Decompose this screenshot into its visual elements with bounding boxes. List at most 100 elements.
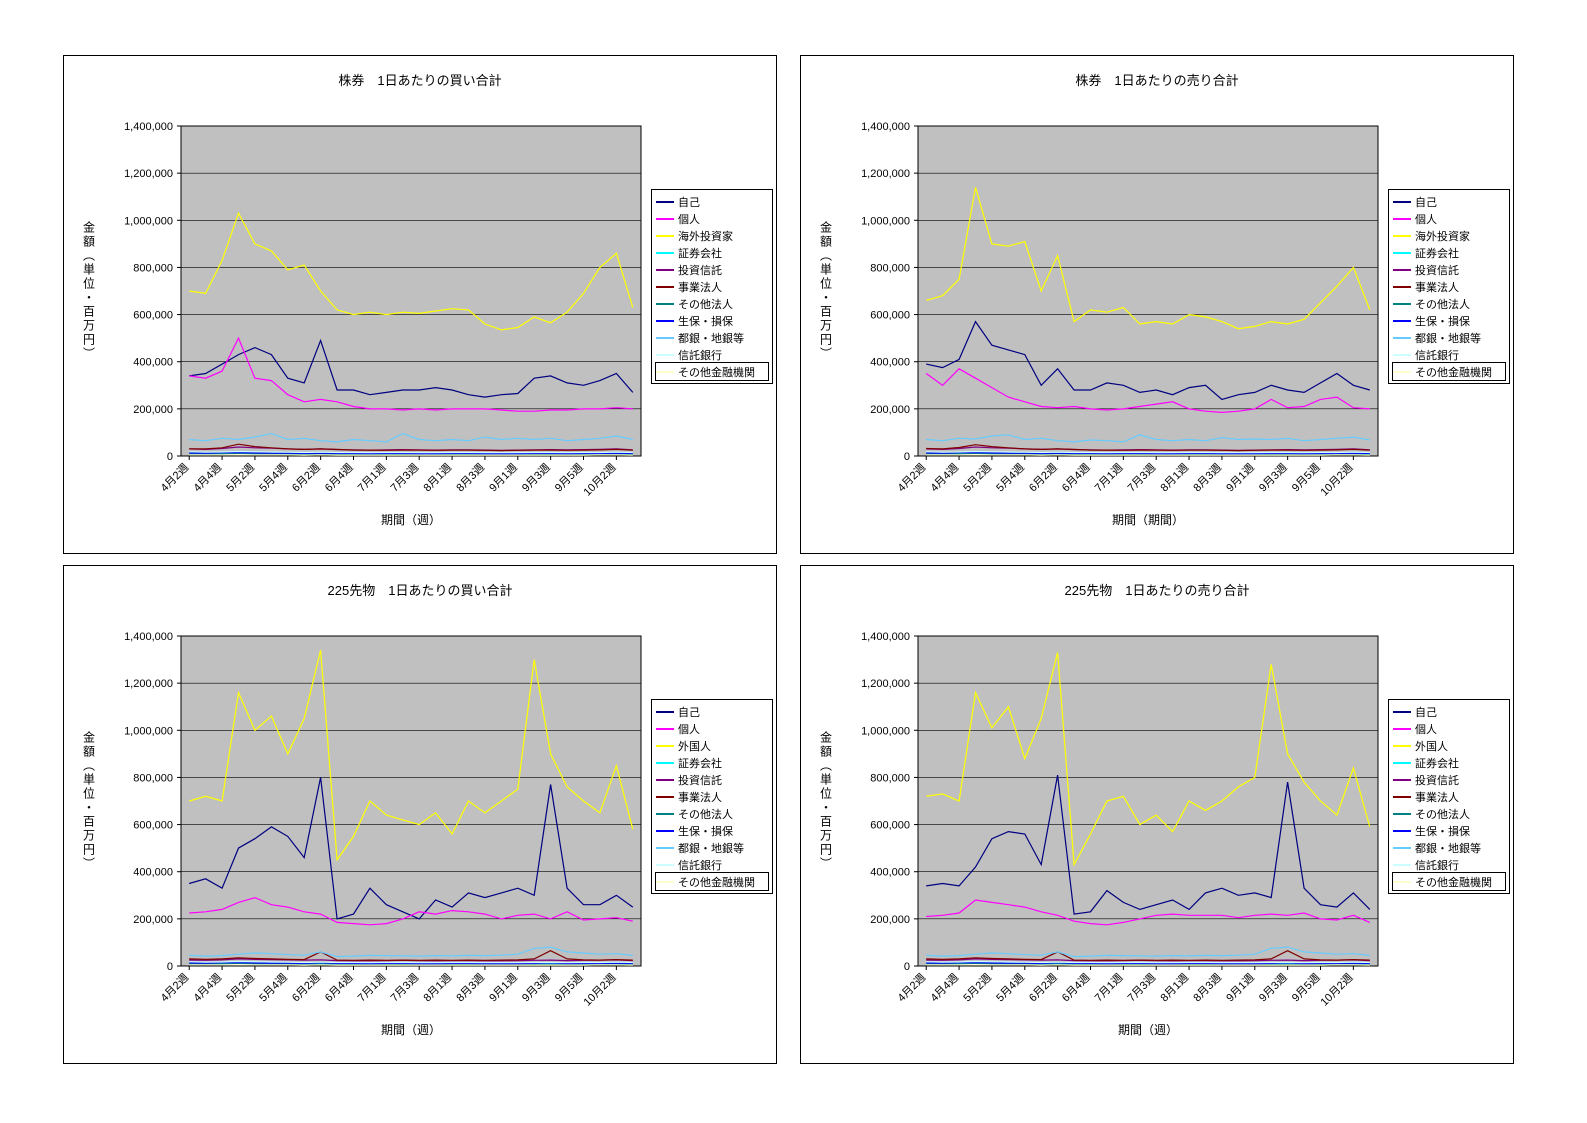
series-line: [926, 452, 1370, 456]
legend-item: 都銀・地銀等: [1393, 839, 1505, 856]
legend-label: 個人: [678, 213, 700, 226]
y-tick-label: 800,000: [133, 772, 173, 784]
legend-item: その他金融機関: [655, 362, 769, 381]
legend-item: 個人: [1393, 210, 1505, 227]
x-axis-title: 期間（週）: [380, 513, 441, 527]
series-line: [926, 774, 1371, 915]
legend-color-swatch: [656, 353, 674, 356]
x-tick-label: 4月2週: [895, 461, 928, 494]
x-axis-title: 期間（週）: [1117, 1023, 1178, 1037]
legend-color-swatch: [656, 778, 674, 781]
x-tick-label: 6月4週: [1059, 971, 1092, 1004]
legend-item: 証券会社: [1393, 244, 1505, 261]
y-tick-label: 800,000: [133, 262, 173, 274]
legend-color-swatch: [656, 319, 674, 322]
legend-color-swatch: [656, 727, 674, 730]
legend-color-swatch: [656, 761, 674, 764]
legend-item: 個人: [656, 210, 768, 227]
y-tick-label: 1,000,000: [861, 725, 910, 737]
series-line: [189, 962, 633, 966]
legend-label: 個人: [1415, 213, 1437, 226]
legend-color-swatch: [1393, 336, 1411, 339]
legend-item: 生保・損保: [656, 822, 768, 839]
series-line: [189, 963, 633, 966]
legend-color-swatch: [656, 795, 674, 798]
y-tick-label: 1,200,000: [124, 678, 173, 690]
x-tick-label: 8月1週: [421, 971, 454, 1004]
legend-label: 自己: [1415, 706, 1437, 719]
legend-label: 生保・損保: [678, 315, 733, 328]
y-tick-label: 200,000: [870, 914, 910, 926]
legend-color-swatch: [1393, 744, 1411, 747]
legend-label: その他法人: [1415, 808, 1470, 821]
legend-label: 証券会社: [678, 757, 722, 770]
x-tick-label: 4月4週: [191, 461, 224, 494]
y-axis-title-text: 金額（単位・百万円）: [818, 731, 833, 871]
x-tick-label: 10月2週: [581, 971, 619, 1009]
y-tick-label: 400,000: [133, 867, 173, 879]
x-tick-label: 8月1週: [1158, 971, 1191, 1004]
legend-color-swatch: [656, 370, 674, 373]
legend-color-swatch: [1393, 217, 1411, 220]
series-line: [926, 899, 1371, 926]
y-tick-label: 1,000,000: [124, 725, 173, 737]
chart-panel-stock-buy: 株券 1日あたりの買い合計 金額（単位・百万円） 0 200,000 400,000…: [63, 55, 777, 554]
x-tick-label: 8月3週: [454, 971, 487, 1004]
legend-color-swatch: [1393, 251, 1411, 254]
legend-item: 自己: [1393, 193, 1505, 210]
chart-svg: 0 200,000 400,000 600,000 800,000 1,000,000 1,…: [861, 631, 1379, 1009]
x-tick-label: 7月1週: [1092, 461, 1125, 494]
legend-label: その他金融機関: [678, 366, 755, 379]
x-tick-label: 8月3週: [454, 461, 487, 494]
x-tick-label: 10月2週: [581, 461, 619, 499]
legend-color-swatch: [656, 812, 674, 815]
legend-label: 自己: [1415, 196, 1437, 209]
x-tick-labels: 4月2週 4月4週 5月2週 5月4週 6月2週 6月4週 7月1週 7月3週 8月1週 8月3週…: [895, 456, 1355, 499]
series-line: [189, 451, 633, 455]
legend-label: 投資信託: [1415, 774, 1459, 787]
x-tick-label: 7月3週: [388, 461, 421, 494]
x-tick-label: 5月2週: [224, 971, 257, 1004]
x-tick-label: 9月5週: [552, 971, 585, 1004]
y-tick-label: 1,400,000: [124, 121, 173, 133]
series-line: [189, 961, 633, 965]
x-tick-label: 7月1週: [1092, 971, 1125, 1004]
legend-color-swatch: [656, 744, 674, 747]
chart-svg: 0 200,000 400,000 600,000 800,000 1,000,000 1,…: [124, 631, 642, 1009]
legend-item: その他法人: [656, 295, 768, 312]
x-axis-title: 期間（週）: [380, 1023, 441, 1037]
legend-item: 自己: [656, 703, 768, 720]
legend-item: その他法人: [1393, 295, 1505, 312]
chart-title: 225先物 1日あたりの買い合計: [327, 583, 513, 598]
x-tick-label: 5月2週: [224, 461, 257, 494]
legend-item: 都銀・地銀等: [656, 839, 768, 856]
legend-color-swatch: [1393, 829, 1411, 832]
legend-item: 自己: [1393, 703, 1505, 720]
legend-color-swatch: [656, 336, 674, 339]
y-tick-label: 1,400,000: [861, 631, 910, 643]
series-line: [926, 187, 1371, 330]
legend-label: その他法人: [1415, 298, 1470, 311]
legend-label: 自己: [678, 706, 700, 719]
legend-label: 都銀・地銀等: [1415, 842, 1481, 855]
y-tick-label: 1,000,000: [861, 215, 910, 227]
y-tick-label: 200,000: [133, 404, 173, 416]
legend-label: 海外投資家: [678, 230, 733, 243]
y-axis-title: 金額（単位・百万円）: [815, 126, 837, 456]
legend-label: 生保・損保: [678, 825, 733, 838]
legend-item: 海外投資家: [1393, 227, 1505, 244]
legend-label: その他法人: [678, 808, 733, 821]
x-tick-label: 6月4週: [322, 461, 355, 494]
x-tick-label: 8月3週: [1191, 971, 1224, 1004]
series-line: [926, 962, 1370, 966]
legend-item: その他金融機関: [1392, 362, 1506, 381]
legend-item: 事業法人: [1393, 278, 1505, 295]
legend-color-swatch: [1393, 319, 1411, 322]
legend-label: 外国人: [1415, 740, 1448, 753]
x-tick-label: 8月3週: [1191, 461, 1224, 494]
series-line: [926, 950, 1370, 961]
legend-item: 信託銀行: [1393, 346, 1505, 363]
series-lines: [925, 187, 1371, 456]
chart-panel-stock-sell: 株券 1日あたりの売り合計 金額（単位・百万円） 0 200,000 400,000…: [800, 55, 1514, 554]
x-tick-label: 4月2週: [158, 971, 191, 1004]
